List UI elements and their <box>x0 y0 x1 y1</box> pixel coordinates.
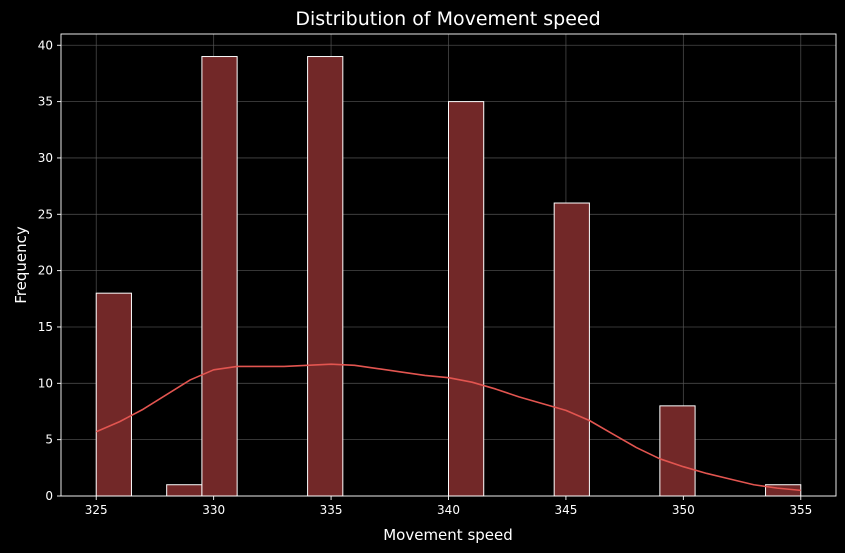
histogram-bar <box>448 101 485 497</box>
histogram-bars <box>95 56 802 497</box>
x-tick-label: 325 <box>85 503 108 517</box>
y-tick-label: 5 <box>45 433 53 447</box>
x-tick-label: 340 <box>437 503 460 517</box>
x-tick-label: 335 <box>320 503 343 517</box>
histogram-bar <box>201 56 238 497</box>
x-tick-label: 350 <box>672 503 695 517</box>
y-tick-label: 0 <box>45 489 53 503</box>
histogram-bar <box>553 202 590 497</box>
x-axis-label: Movement speed <box>383 526 513 544</box>
x-tick-label: 330 <box>202 503 225 517</box>
tick-layer: 325 330 335 340 345 350 355 0 5 10 15 20 25 30 35 40 <box>38 38 813 517</box>
y-tick-label: 25 <box>38 207 53 221</box>
kde-curve <box>95 363 801 492</box>
kde-layer <box>95 363 801 492</box>
histogram-bar <box>307 56 344 497</box>
histogram-bar <box>166 484 203 497</box>
y-tick-label: 35 <box>38 95 53 109</box>
y-tick-label: 40 <box>38 38 53 52</box>
y-tick-label: 10 <box>38 376 53 390</box>
x-tick-label: 345 <box>554 503 577 517</box>
y-tick-label: 30 <box>38 151 53 165</box>
y-tick-label: 15 <box>38 320 53 334</box>
histogram-bar <box>95 292 132 497</box>
y-axis-label: Frequency <box>12 226 30 304</box>
histogram-bar <box>659 405 696 497</box>
chart-title: Distribution of Movement speed <box>295 8 600 30</box>
x-tick-label: 355 <box>789 503 812 517</box>
y-tick-label: 20 <box>38 264 53 278</box>
